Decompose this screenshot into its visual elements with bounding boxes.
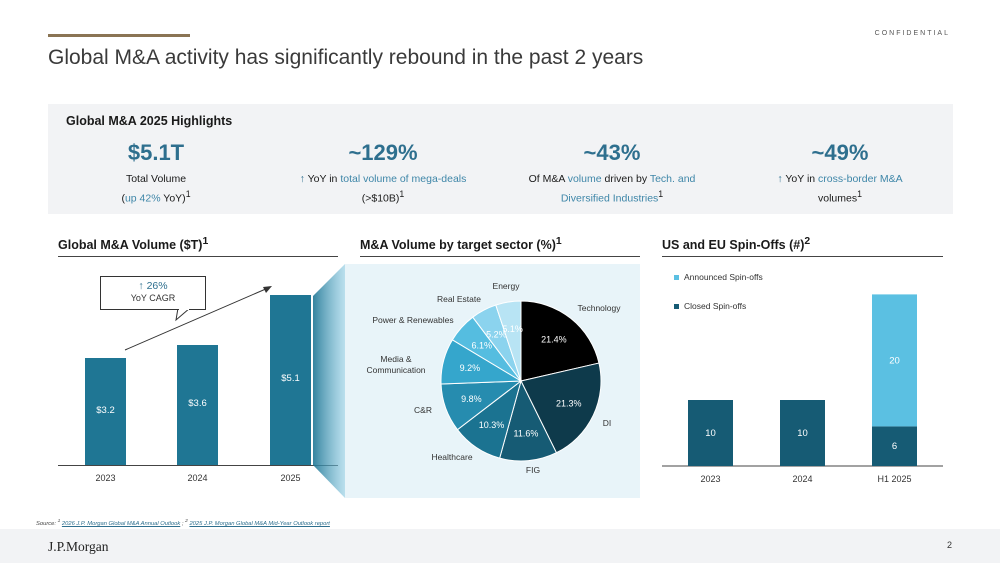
pie-slice [520,300,600,382]
pie-value-label: 5.1% [502,324,523,334]
metric-total-volume: $5.1T Total Volume (up 42% YoY)1 [56,140,256,207]
pie-category-label: DI [603,418,612,428]
metric-tech-di-share: ~43% Of M&A volume driven by Tech. and D… [512,140,712,207]
spinoff-bar-segment [872,294,917,427]
x-tick-label: 2024 [792,474,812,484]
pie-value-label: 9.8% [461,394,482,404]
pie-category-label: Technology [577,303,621,313]
pie-category-label: FIG [526,465,540,475]
pie-category-label: Energy [493,281,521,291]
x-tick-label: 2023 [700,474,720,484]
legend-label: Announced Spin-offs [684,272,763,282]
arrow-up-icon: ↑ [777,173,783,185]
source-note: Source: 1 2026 J.P. Morgan Global M&A An… [36,519,330,527]
pie-slice [495,300,522,382]
jpmorgan-logo: J.P.Morgan [48,539,109,554]
legend-label: Closed Spin-offs [684,301,746,311]
page-title: Global M&A activity has significantly re… [48,46,644,69]
metric-description: ↑ YoY in total volume of mega-deals (>$1… [299,173,467,205]
legend-swatch [674,275,679,280]
x-axis-line [58,465,338,466]
pie-value-label: 6.1% [471,341,492,351]
source-link-2[interactable]: 2025 J.P. Morgan Global M&A Mid-Year Out… [189,520,330,527]
source-link-1[interactable]: 2026 J.P. Morgan Global M&A Annual Outlo… [61,520,181,527]
spinoff-value-label: 20 [889,355,900,366]
x-tick-label: H1 2025 [877,474,911,484]
spinoff-value-label: 10 [705,428,716,439]
metric-description: ↑ YoY in cross-border M&A volumes1 [777,173,903,205]
x-tick-label: 2023 [95,473,116,483]
volume-chart-title: Global M&A Volume ($T)1 [58,236,209,253]
metric-value: ~129% [348,140,418,165]
volume-bar [177,345,218,465]
pie-category-label: Power & Renewables [372,315,453,325]
pie-value-label: 11.6% [514,429,539,439]
section-divider [360,256,640,257]
pie-slice [520,362,602,454]
footer-bar [0,529,1000,563]
x-tick-label: 2024 [187,473,208,483]
page-number: 2 [946,540,952,550]
cagr-callout: ↑ 26% YoY CAGR [100,276,206,310]
pie-value-label: 10.3% [479,420,505,430]
highlights-panel [48,104,953,214]
pie-value-label: 21.4% [541,335,567,345]
section-divider [58,256,338,257]
pie-category-label: C&R [414,405,432,415]
legend-swatch [674,304,679,309]
metric-value: ~49% [811,140,869,165]
spinoff-value-label: 10 [797,428,808,439]
pie-category-label: Media & Communication [366,354,425,375]
pie-value-label: 9.2% [460,363,481,373]
arrow-up-icon: ↑ [299,173,305,185]
volume-bar-label: $5.1 [281,373,300,385]
pie-category-label: Healthcare [431,452,472,462]
volume-bar-label: $3.6 [188,398,207,410]
sector-chart-title: M&A Volume by target sector (%)1 [360,236,562,253]
cagr-label: YoY CAGR [130,293,176,303]
volume-bar [270,295,311,465]
metric-description: Total Volume (up 42% YoY)1 [121,173,191,205]
pie-category-label: Real Estate [437,294,481,304]
cagr-value: 26% [146,280,168,292]
metric-value: ~43% [583,140,641,165]
metric-cross-border: ~49% ↑ YoY in cross-border M&A volumes1 [740,140,940,207]
volume-bar [85,358,126,465]
spinoff-bar-segment [780,400,825,466]
pie-value-label: 5.2% [486,329,507,339]
metric-value: $5.1T [127,140,185,165]
confidential-label: CONFIDENTIAL [874,30,950,37]
highlights-title: Global M&A 2025 Highlights [66,114,233,128]
arrow-up-icon: ↑ [138,280,144,292]
spinoff-bar-segment [872,426,917,466]
volume-bar-label: $3.2 [96,404,115,416]
x-tick-label: 2025 [280,473,301,483]
pie-value-label: 21.3% [556,399,582,409]
spinoff-bar-segment [688,400,733,466]
spinoff-value-label: 6 [892,441,897,452]
metric-description: Of M&A volume driven by Tech. and Divers… [528,173,696,205]
metric-mega-deals: ~129% ↑ YoY in total volume of mega-deal… [283,140,483,207]
spinoff-chart-title: US and EU Spin-Offs (#)2 [662,236,811,253]
top-accent-bar [48,34,190,37]
section-divider [662,256,943,257]
